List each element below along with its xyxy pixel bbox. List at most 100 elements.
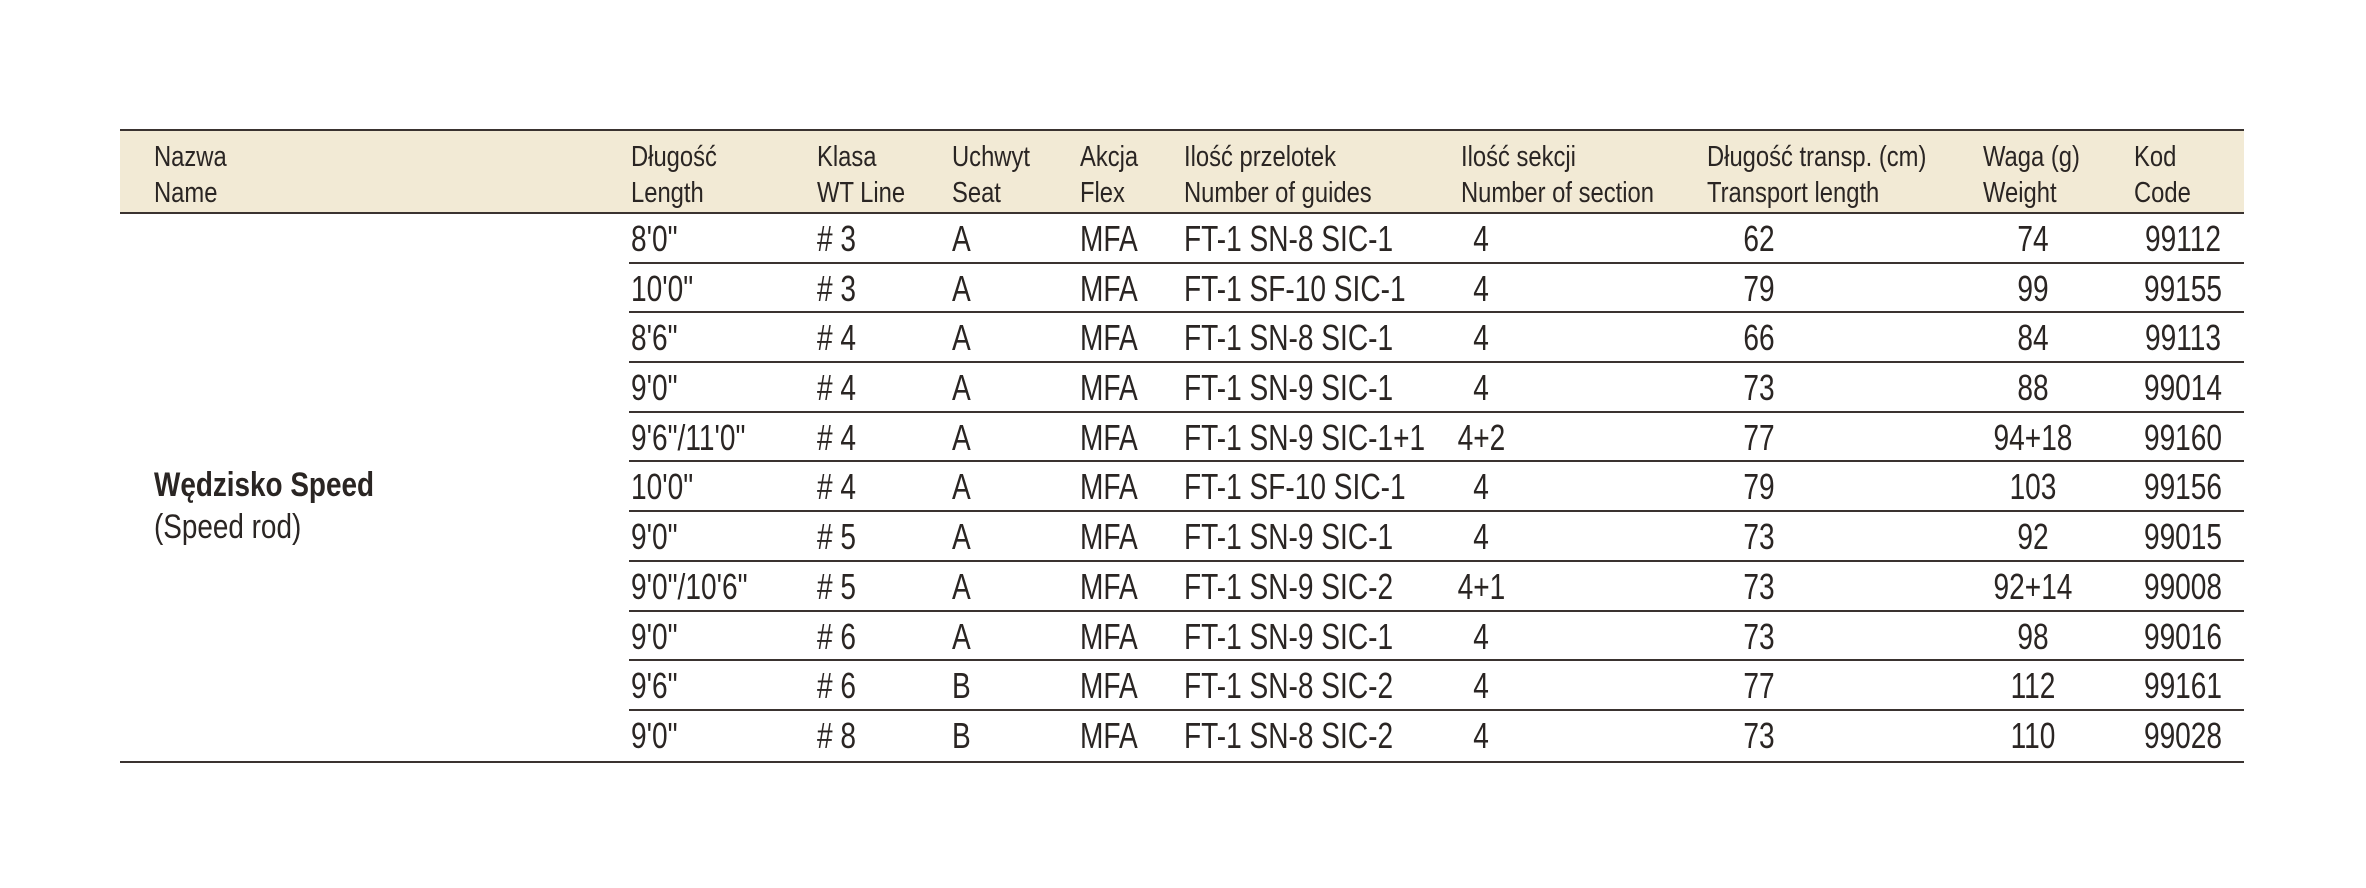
cell-length: 9'0"/10'6": [631, 565, 748, 607]
cell-seat: A: [952, 267, 971, 309]
cell-transport: 77: [1743, 665, 1775, 707]
table-row: 9'6"/11'0" # 4 A MFA FT-1 SN-9 SIC-1+1 4+2 77 9…: [629, 413, 2244, 463]
header-seat: Uchwyt Seat: [952, 139, 1030, 211]
cell-line: # 4: [817, 317, 857, 359]
table-row: 9'0" # 6 A MFA FT-1 SN-9 SIC-1 4 73 98 99016: [629, 612, 2244, 662]
cell-line: # 5: [817, 565, 857, 607]
cell-weight: 94+18: [1993, 416, 2073, 458]
cell-transport: 73: [1743, 714, 1775, 756]
header-code-en: Code: [2134, 177, 2191, 209]
cell-sections: 4: [1473, 665, 1489, 707]
cell-seat: A: [952, 218, 971, 259]
cell-flex: MFA: [1080, 714, 1138, 756]
cell-seat: A: [952, 466, 971, 508]
cell-length: 8'0": [631, 218, 678, 259]
cell-guides: FT-1 SN-9 SIC-1: [1184, 516, 1394, 558]
cell-flex: MFA: [1080, 416, 1138, 458]
product-name-en: (Speed rod): [154, 508, 302, 546]
cell-weight: 110: [2010, 714, 2056, 756]
table-row: 9'0" # 8 B MFA FT-1 SN-8 SIC-2 4 73 110 99028: [629, 711, 2244, 761]
cell-flex: MFA: [1080, 615, 1138, 657]
header-guides-pl: Ilość przelotek: [1184, 141, 1336, 173]
cell-code: 99160: [2143, 416, 2223, 458]
cell-guides: FT-1 SN-9 SIC-1+1: [1184, 416, 1426, 458]
cell-sections: 4: [1473, 466, 1489, 508]
header-length: Długość Length: [631, 139, 717, 211]
cell-weight: 98: [2017, 615, 2049, 657]
header-seat-pl: Uchwyt: [952, 141, 1030, 173]
cell-weight: 84: [2017, 317, 2049, 359]
cell-transport: 79: [1743, 466, 1775, 508]
cell-line: # 3: [817, 267, 857, 309]
cell-seat: B: [952, 665, 971, 707]
table-row: 10'0" # 3 A MFA FT-1 SF-10 SIC-1 4 79 99 99155: [629, 264, 2244, 314]
header-guides: Ilość przelotek Number of guides: [1184, 139, 1372, 211]
cell-line: # 4: [817, 416, 857, 458]
cell-sections: 4: [1473, 218, 1489, 259]
cell-length: 9'0": [631, 714, 678, 756]
cell-code: 99008: [2143, 565, 2223, 607]
cell-flex: MFA: [1080, 367, 1138, 409]
cell-sections: 4: [1473, 317, 1489, 359]
table-row: 9'0"/10'6" # 5 A MFA FT-1 SN-9 SIC-2 4+1 73 92+…: [629, 562, 2244, 612]
cell-line: # 3: [817, 218, 857, 259]
table-row: 9'0" # 4 A MFA FT-1 SN-9 SIC-1 4 73 88 99014: [629, 363, 2244, 413]
cell-flex: MFA: [1080, 565, 1138, 607]
cell-sections: 4+1: [1457, 565, 1506, 607]
cell-transport: 73: [1743, 516, 1775, 558]
cell-seat: A: [952, 516, 971, 558]
header-name-pl: Nazwa: [154, 141, 227, 173]
table-row: 9'6" # 6 B MFA FT-1 SN-8 SIC-2 4 77 112 99161: [629, 661, 2244, 711]
cell-sections: 4+2: [1457, 416, 1506, 458]
cell-line: # 5: [817, 516, 857, 558]
cell-code: 99015: [2143, 516, 2223, 558]
cell-transport: 73: [1743, 367, 1775, 409]
cell-weight: 103: [2009, 466, 2057, 508]
header-length-pl: Długość: [631, 141, 717, 173]
header-line-en: WT Line: [817, 177, 906, 209]
table-row: 8'6" # 4 A MFA FT-1 SN-8 SIC-1 4 66 84 99113: [629, 313, 2244, 364]
cell-sections: 4: [1473, 714, 1489, 756]
product-name: Wędzisko Speed (Speed rod): [154, 464, 374, 548]
header-name-en: Name: [154, 177, 218, 209]
table-row: 10'0" # 4 A MFA FT-1 SF-10 SIC-1 4 79 103 99156: [629, 462, 2244, 513]
cell-line: # 8: [817, 714, 857, 756]
cell-flex: MFA: [1080, 466, 1138, 508]
header-weight-pl: Waga (g): [1983, 141, 2080, 173]
cell-line: # 6: [817, 615, 857, 657]
cell-guides: FT-1 SN-8 SIC-1: [1184, 317, 1394, 359]
header-name: Nazwa Name: [154, 139, 227, 211]
cell-code: 99161: [2143, 665, 2223, 707]
cell-flex: MFA: [1080, 218, 1138, 259]
cell-length: 10'0": [631, 267, 694, 309]
header-flex-en: Flex: [1080, 177, 1125, 209]
cell-guides: FT-1 SN-8 SIC-2: [1184, 714, 1394, 756]
header-length-en: Length: [631, 177, 704, 209]
cell-transport: 73: [1743, 565, 1775, 607]
cell-flex: MFA: [1080, 516, 1138, 558]
header-code: Kod Code: [2134, 139, 2191, 211]
header-transport-pl: Długość transp. (cm): [1707, 141, 1927, 173]
cell-weight: 99: [2017, 267, 2049, 309]
cell-weight: 74: [2017, 218, 2049, 259]
table-body: Wędzisko Speed (Speed rod) 8'0" # 3 A MFA FT…: [120, 214, 2244, 763]
cell-weight: 92: [2017, 516, 2049, 558]
header-weight-en: Weight: [1983, 177, 2057, 209]
cell-length: 9'6"/11'0": [631, 416, 746, 458]
cell-length: 10'0": [631, 466, 694, 508]
cell-sections: 4: [1473, 367, 1489, 409]
cell-line: # 4: [817, 466, 857, 508]
header-transport-en: Transport length: [1707, 177, 1880, 209]
cell-guides: FT-1 SF-10 SIC-1: [1184, 466, 1406, 508]
cell-seat: A: [952, 565, 971, 607]
cell-length: 9'0": [631, 615, 678, 657]
cell-sections: 4: [1473, 615, 1489, 657]
cell-weight: 88: [2017, 367, 2049, 409]
cell-code: 99113: [2144, 317, 2222, 359]
cell-transport: 77: [1743, 416, 1775, 458]
cell-seat: A: [952, 367, 971, 409]
product-name-pl: Wędzisko Speed: [154, 466, 374, 504]
cell-sections: 4: [1473, 267, 1489, 309]
cell-code: 99112: [2144, 218, 2222, 259]
cell-transport: 79: [1743, 267, 1775, 309]
